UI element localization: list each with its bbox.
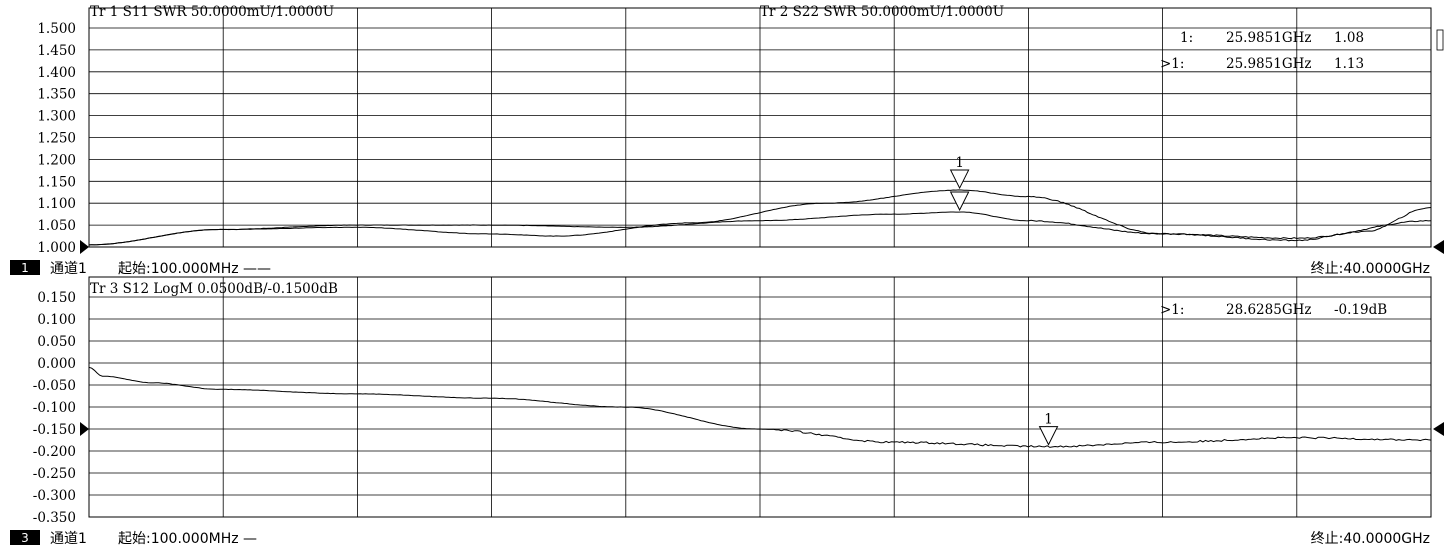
logm-y-tick-label: 0.100 xyxy=(37,312,76,328)
trace1-header: Tr 1 S11 SWR 50.0000mU/1.0000U xyxy=(90,4,334,20)
marker-row-3-prefix: >1: xyxy=(1160,302,1184,318)
swr-y-tick-label: 1.250 xyxy=(37,131,76,147)
swr-y-tick-label: 1.150 xyxy=(37,174,76,190)
swr-marker-s22-icon[interactable] xyxy=(949,169,970,190)
logm-y-tick-label: -0.050 xyxy=(33,378,76,394)
swr-y-tick-label: 1.200 xyxy=(37,152,76,168)
logm-y-tick-labels: 0.150 0.100 0.050 0.000 -0.050 -0.100 -0.150 -0… xyxy=(33,290,76,526)
channel-3-stop: 终止:40.0000GHz xyxy=(1311,531,1430,547)
logm-marker-table: >1: 28.6285GHz -0.19dB xyxy=(1160,302,1387,318)
logm-panel: 0.150 0.100 0.050 0.000 -0.050 -0.100 -0.150 -0… xyxy=(33,276,1444,526)
swr-y-tick-label: 1.000 xyxy=(37,240,76,256)
logm-y-tick-label: -0.250 xyxy=(33,466,76,482)
swr-traces xyxy=(88,189,1432,246)
logm-markers xyxy=(1038,426,1059,446)
channel-1-start: 起始:100.000MHz —— xyxy=(118,261,271,277)
swr-y-tick-label: 1.050 xyxy=(37,218,76,234)
marker-row-3-freq: 28.6285GHz xyxy=(1226,302,1312,318)
marker-row-2-prefix: >1: xyxy=(1160,56,1184,72)
logm-y-tick-label: 0.150 xyxy=(37,290,76,306)
marker-row-1-value: 1.08 xyxy=(1334,30,1364,46)
swr-trace-s11 xyxy=(89,211,1432,246)
swr-y-tick-label: 1.300 xyxy=(37,109,76,125)
swr-y-tick-label: 1.450 xyxy=(37,43,76,59)
scroll-tab[interactable] xyxy=(1436,29,1444,51)
channel-1-stop: 终止:40.0000GHz xyxy=(1311,261,1430,277)
logm-reference-right-icon xyxy=(1433,422,1444,436)
channel-1-footer: 1 通道1 起始:100.000MHz —— 终止:40.0000GHz xyxy=(10,260,1430,277)
swr-y-tick-label: 1.500 xyxy=(37,21,76,37)
swr-marker-table: 1: 25.9851GHz 1.08 >1: 25.9851GHz 1.13 xyxy=(1160,30,1364,72)
channel-3-label: 通道1 xyxy=(50,531,87,547)
channel-3-number: 3 xyxy=(21,531,29,545)
logm-reference-left-icon xyxy=(80,422,89,436)
marker-row-3-value: -0.19dB xyxy=(1334,302,1387,318)
logm-y-tick-label: -0.300 xyxy=(33,488,76,504)
logm-y-tick-label: -0.350 xyxy=(33,510,76,526)
channel-1-number: 1 xyxy=(21,261,29,275)
swr-grid xyxy=(88,7,1432,248)
logm-y-tick-label: 0.000 xyxy=(37,356,76,372)
channel-1-label: 通道1 xyxy=(50,261,87,277)
marker-row-2-freq: 25.9851GHz xyxy=(1226,56,1312,72)
marker-row-1-freq: 25.9851GHz xyxy=(1226,30,1312,46)
trace2-header: Tr 2 S22 SWR 50.0000mU/1.0000U xyxy=(760,4,1004,20)
marker-row-1-prefix: 1: xyxy=(1180,30,1193,46)
swr-reference-left-icon xyxy=(80,240,89,254)
logm-marker-s12-icon[interactable] xyxy=(1038,426,1059,446)
swr-markers xyxy=(949,169,970,212)
channel-3-badge[interactable] xyxy=(10,530,40,545)
swr-marker-flag: 1 xyxy=(955,155,964,171)
swr-reference-right-icon xyxy=(1433,240,1444,254)
channel-3-footer: 3 通道1 起始:100.000MHz — 终止:40.0000GHz xyxy=(10,530,1430,547)
swr-y-tick-label: 1.350 xyxy=(37,87,76,103)
swr-panel: 1.500 1.450 1.400 1.350 1.300 1.250 1.200 1.150… xyxy=(37,4,1444,256)
channel-3-start: 起始:100.000MHz — xyxy=(118,531,257,547)
channel-1-badge[interactable] xyxy=(10,260,40,275)
logm-y-tick-label: -0.200 xyxy=(33,444,76,460)
swr-y-tick-labels: 1.500 1.450 1.400 1.350 1.300 1.250 1.200 1.150… xyxy=(37,21,76,256)
swr-y-tick-label: 1.100 xyxy=(37,196,76,212)
swr-marker-s11-icon[interactable] xyxy=(949,191,970,212)
logm-marker-flag: 1 xyxy=(1044,412,1053,428)
logm-y-tick-label: -0.100 xyxy=(33,400,76,416)
marker-row-2-value: 1.13 xyxy=(1334,56,1364,72)
swr-y-tick-label: 1.400 xyxy=(37,65,76,81)
logm-traces xyxy=(88,366,1432,448)
logm-y-tick-label: 0.050 xyxy=(37,334,76,350)
trace3-header: Tr 3 S12 LogM 0.0500dB/-0.1500dB xyxy=(90,281,338,297)
logm-trace-s12 xyxy=(88,366,1432,448)
swr-trace-s22 xyxy=(88,189,1432,246)
logm-y-tick-label: -0.150 xyxy=(33,422,76,438)
logm-grid xyxy=(88,276,1432,518)
